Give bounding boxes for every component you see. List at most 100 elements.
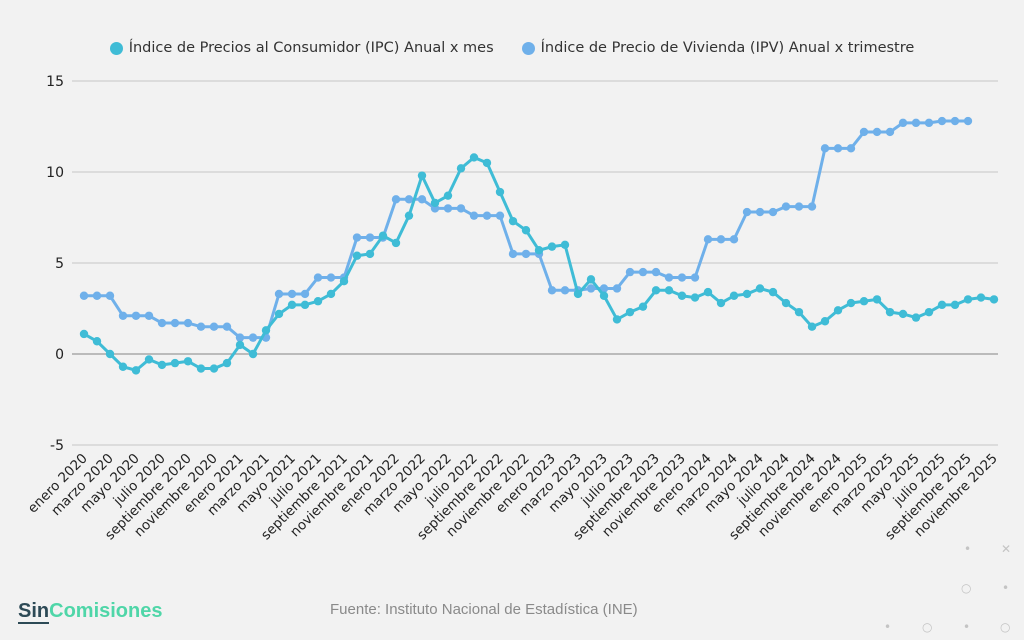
data-point-ipc — [365, 249, 375, 259]
data-point-ipc — [92, 337, 102, 346]
data-point-ipv — [495, 211, 505, 220]
legend-marker-ipv — [521, 41, 535, 55]
data-point-ipv — [755, 207, 765, 217]
data-point-ipv — [222, 322, 232, 331]
data-point-ipc — [586, 275, 596, 284]
data-point-ipc — [183, 357, 193, 366]
data-point-ipc — [742, 289, 752, 299]
data-point-ipc — [729, 291, 739, 300]
data-point-ipc — [521, 226, 531, 235]
data-point-ipc — [456, 164, 466, 173]
data-point-ipc — [339, 277, 349, 286]
data-point-ipv — [105, 291, 115, 300]
data-point-ipv — [560, 286, 570, 295]
data-point-ipc — [677, 291, 687, 300]
decorative-dot: • — [1002, 581, 1010, 595]
data-point-ipv — [820, 144, 830, 153]
data-point-ipv — [209, 322, 219, 331]
data-point-ipc — [820, 317, 830, 326]
source-note: Fuente: Instituto Nacional de Estadístic… — [330, 601, 638, 618]
data-point-ipc — [469, 153, 479, 162]
data-point-ipc — [118, 362, 128, 371]
data-point-ipv — [92, 291, 102, 300]
data-point-ipv — [300, 289, 310, 299]
data-point-ipv — [885, 127, 895, 137]
data-point-ipc — [560, 240, 570, 249]
data-point-ipc — [482, 158, 492, 168]
data-point-ipc — [651, 286, 661, 295]
y-tick-label: -5 — [50, 438, 64, 454]
data-point-ipv — [248, 333, 258, 342]
data-point-ipc — [196, 364, 206, 373]
data-point-ipc — [911, 313, 921, 322]
legend-item-ipv[interactable]: Índice de Precio de Vivienda (IPV) Anual… — [521, 40, 914, 56]
data-point-ipv — [859, 127, 869, 137]
data-point-ipc — [287, 300, 297, 310]
data-point-ipc — [768, 287, 778, 297]
sincomisiones-logo: SinComisiones — [18, 600, 163, 624]
data-point-ipc — [625, 307, 635, 317]
legend-item-ipc[interactable]: Índice de Precios al Consumidor (IPC) An… — [109, 40, 494, 56]
data-point-ipc — [716, 298, 726, 308]
data-point-ipv — [274, 289, 284, 299]
data-point-ipv — [508, 249, 518, 259]
data-point-ipc — [976, 293, 986, 302]
data-point-ipc — [599, 291, 609, 300]
data-point-ipv — [846, 144, 856, 153]
data-point-ipv — [742, 207, 752, 217]
data-point-ipc — [937, 300, 947, 310]
data-point-ipc — [131, 366, 141, 375]
data-point-ipc — [833, 306, 843, 315]
data-point-ipv — [963, 116, 973, 126]
data-point-ipc — [404, 211, 414, 220]
data-point-ipv — [716, 235, 726, 244]
data-point-ipc — [989, 295, 999, 304]
data-point-ipv — [729, 235, 739, 244]
data-point-ipc — [690, 293, 700, 302]
y-tick-label: 15 — [46, 74, 64, 90]
data-point-ipc — [417, 171, 427, 180]
data-point-ipv — [898, 118, 908, 128]
data-point-ipc — [261, 326, 271, 335]
data-point-ipc — [573, 289, 583, 299]
data-point-ipv — [456, 204, 466, 213]
data-point-ipc — [235, 340, 245, 350]
data-point-ipc — [638, 302, 648, 311]
legend-label-ipc: Índice de Precios al Consumidor (IPC) An… — [128, 40, 494, 56]
legend: Índice de Precios al Consumidor (IPC) An… — [0, 40, 1024, 56]
data-point-ipc — [495, 187, 505, 197]
data-point-ipv — [482, 211, 492, 220]
data-point-ipc — [755, 284, 765, 293]
data-point-ipc — [326, 289, 336, 299]
data-point-ipc — [781, 298, 791, 308]
data-point-ipv — [547, 286, 557, 295]
series-line-ipc — [83, 155, 995, 372]
data-point-ipv — [118, 311, 128, 320]
data-point-ipc — [794, 307, 804, 317]
decorative-circle: ○ — [1000, 620, 1011, 634]
y-tick-label: 10 — [46, 165, 64, 181]
data-point-ipc — [807, 322, 817, 331]
data-point-ipv — [872, 127, 882, 137]
data-point-ipv — [79, 291, 89, 300]
data-point-ipc — [144, 355, 154, 364]
data-point-ipc — [859, 297, 869, 306]
data-point-ipc — [300, 300, 310, 310]
data-point-ipv — [469, 211, 479, 220]
data-point-ipc — [79, 329, 89, 339]
decorative-dot: • — [964, 542, 972, 556]
logo-part-sin: Sin — [18, 600, 50, 624]
data-point-ipv — [183, 318, 193, 328]
decorative-dot: • — [884, 620, 892, 634]
data-point-ipc — [534, 246, 544, 255]
logo-part-comisiones: Comisiones — [49, 600, 163, 622]
data-point-ipv — [235, 333, 245, 342]
data-point-ipv — [638, 267, 648, 277]
data-point-ipc — [248, 349, 258, 359]
data-point-ipv — [924, 118, 934, 128]
data-point-ipv — [625, 267, 635, 277]
data-point-ipv — [326, 273, 336, 282]
data-point-ipc — [430, 198, 440, 208]
data-point-ipv — [131, 311, 141, 320]
